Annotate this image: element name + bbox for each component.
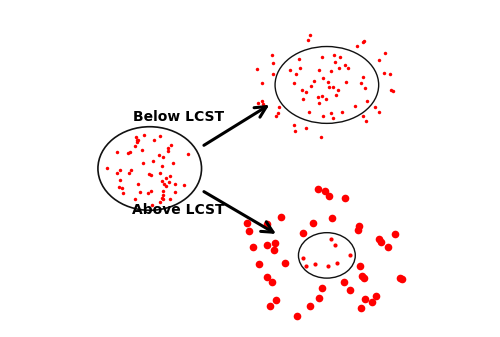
Ellipse shape bbox=[98, 127, 202, 210]
Ellipse shape bbox=[298, 233, 356, 278]
Ellipse shape bbox=[275, 47, 378, 123]
Text: Below LCST: Below LCST bbox=[132, 110, 224, 124]
Text: Above LCST: Above LCST bbox=[132, 203, 224, 217]
